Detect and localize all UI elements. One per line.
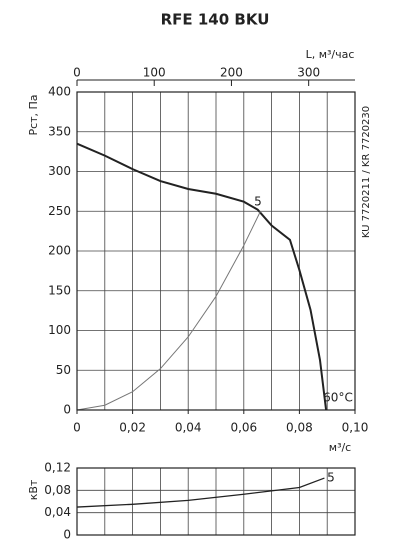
y-axis-label: кВт — [27, 479, 40, 500]
annotation: 5 — [327, 471, 335, 485]
x2-tick-label: 200 — [220, 66, 243, 80]
y-tick-label: 300 — [48, 164, 71, 178]
curve — [76, 477, 325, 508]
y-tick-label: 100 — [48, 323, 71, 337]
y-tick-label: 150 — [48, 283, 71, 297]
curve — [76, 211, 261, 411]
x2-tick-label: 100 — [143, 66, 166, 80]
plot-frame — [76, 91, 356, 411]
y-tick-label: 0 — [63, 528, 71, 542]
x-tick-label: 0,06 — [230, 421, 257, 435]
x2-tick-label: 0 — [73, 66, 81, 80]
y-axis-label: Рст, Па — [27, 94, 40, 135]
plot-frame — [76, 467, 356, 536]
x-axis-label: м³/с — [329, 441, 351, 454]
x2-tick-label: 300 — [297, 66, 320, 80]
y-tick-label: 350 — [48, 124, 71, 138]
y-tick-label: 0,04 — [44, 505, 71, 519]
y-tick-label: 0 — [63, 403, 71, 417]
annotation: 5 — [254, 195, 262, 209]
annotation: 60°C — [323, 391, 353, 405]
x-tick-label: 0,02 — [119, 421, 146, 435]
side-label: KU 7720211 / KR 7720230 — [361, 106, 372, 238]
y-tick-label: 0,08 — [44, 483, 71, 497]
x-tick-label: 0,08 — [286, 421, 313, 435]
x-tick-label: 0,10 — [342, 421, 369, 435]
y-tick-label: 200 — [48, 244, 71, 258]
y-tick-label: 400 — [48, 85, 71, 99]
x-tick-label: 0,04 — [175, 421, 202, 435]
y-tick-label: 250 — [48, 204, 71, 218]
y-tick-label: 0,12 — [44, 461, 71, 475]
x2-axis-label: L, м³/час — [306, 48, 355, 61]
x-tick-label: 0 — [73, 421, 81, 435]
y-tick-label: 50 — [56, 363, 71, 377]
chart-title: RFE 140 BKU — [161, 11, 270, 29]
curve — [76, 142, 328, 411]
